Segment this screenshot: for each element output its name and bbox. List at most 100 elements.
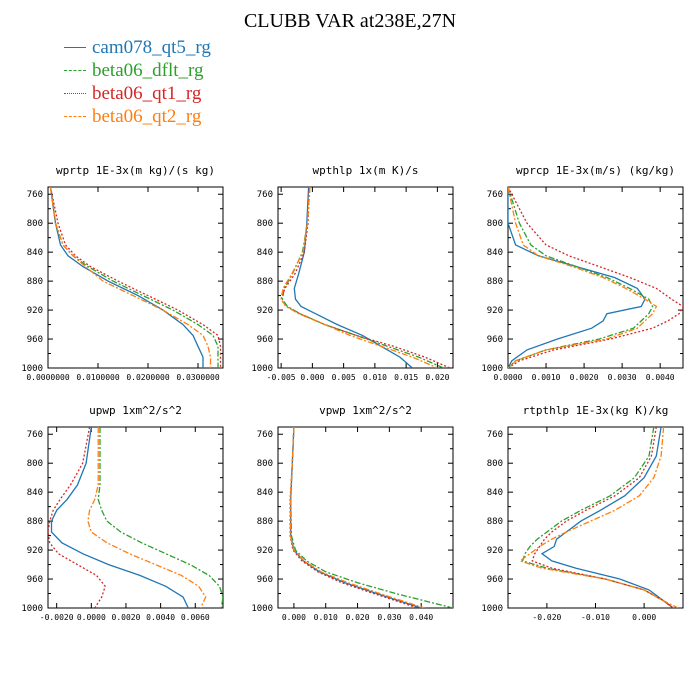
series-line <box>280 187 451 368</box>
plot-frame <box>277 426 454 609</box>
y-tick-label: 960 <box>27 335 43 345</box>
x-tick-label: -0.010 <box>581 613 610 622</box>
y-tick-label: 1000 <box>251 364 273 374</box>
y-tick-label: 840 <box>27 488 43 498</box>
y-tick-label: 760 <box>487 430 503 440</box>
y-tick-label: 960 <box>257 575 273 585</box>
y-tick-label: 960 <box>487 335 503 345</box>
x-tick-label: 0.0060 <box>181 613 210 622</box>
y-tick-label: 760 <box>257 430 273 440</box>
chart-title: wprcp 1E-3x(m/s) (kg/kg) <box>516 164 675 177</box>
y-tick-label: 1000 <box>21 604 43 614</box>
x-tick-label: 0.0000 <box>77 613 106 622</box>
chart-panel: rtpthlp 1E-3x(kg K)/kg 760 800 840 880 920 960… <box>481 404 684 622</box>
x-tick-label: 0.020 <box>425 373 449 382</box>
y-tick-label: 800 <box>27 219 43 229</box>
legend-label: beta06_dflt_rg <box>92 60 204 81</box>
series-line <box>289 427 419 608</box>
y-tick-label: 920 <box>257 306 273 316</box>
x-tick-label: 0.0200000 <box>126 373 170 382</box>
y-tick-label: 920 <box>27 546 43 556</box>
series-line <box>280 187 438 368</box>
legend-line <box>64 93 86 94</box>
y-tick-label: 1000 <box>481 604 503 614</box>
x-tick-label: 0.0030 <box>608 373 637 382</box>
series-line <box>293 187 413 368</box>
chart-title: wprtp 1E-3x(m kg)/(s kg) <box>56 164 215 177</box>
x-tick-label: 0.005 <box>332 373 356 382</box>
x-tick-label: 0.0100000 <box>76 373 120 382</box>
y-tick-label: 800 <box>27 459 43 469</box>
plot-frame <box>507 186 684 369</box>
series-line <box>281 187 444 368</box>
y-tick-label: 920 <box>27 306 43 316</box>
chart-panel: wpthlp 1x(m K)/s 760 800 840 880 920 960 1000-0… <box>251 164 454 382</box>
y-tick-label: 840 <box>257 488 273 498</box>
chart-title: wpthlp 1x(m K)/s <box>313 164 419 177</box>
series-line <box>518 427 679 608</box>
x-tick-label: 0.0000 <box>494 373 523 382</box>
plot-frame <box>47 186 224 369</box>
series-line <box>289 427 425 608</box>
x-tick-label: -0.0020 <box>40 613 74 622</box>
y-tick-label: 760 <box>27 190 43 200</box>
legend-label: beta06_qt2_rg <box>92 106 202 127</box>
series-line <box>290 427 453 608</box>
y-tick-label: 1000 <box>481 364 503 374</box>
series-line <box>540 427 674 608</box>
series-line <box>97 427 223 608</box>
series-line <box>49 187 222 368</box>
figure-title: CLUBB VAR at238E,27N <box>243 10 457 32</box>
y-tick-label: 920 <box>487 546 503 556</box>
x-tick-label: 0.030 <box>377 613 401 622</box>
series-line <box>508 187 683 368</box>
x-tick-label: 0.010 <box>314 613 338 622</box>
x-tick-label: 0.010 <box>363 373 387 382</box>
y-tick-label: 840 <box>27 248 43 258</box>
y-tick-label: 760 <box>487 190 503 200</box>
plot-frame <box>47 426 224 609</box>
legend-line <box>64 116 86 117</box>
series-line <box>87 427 207 608</box>
chart-panel: wprtp 1E-3x(m kg)/(s kg) 760 800 840 880 920 9… <box>21 164 224 382</box>
y-tick-label: 960 <box>257 335 273 345</box>
x-tick-label: -0.020 <box>532 613 561 622</box>
chart-title: rtpthlp 1E-3x(kg K)/kg <box>523 404 669 417</box>
y-tick-label: 880 <box>27 517 43 527</box>
x-tick-label: 0.0040 <box>646 373 675 382</box>
chart-title: vpwp 1xm^2/s^2 <box>319 404 412 417</box>
series-line <box>508 187 658 368</box>
x-tick-label: 0.0040 <box>146 613 175 622</box>
y-tick-label: 760 <box>27 430 43 440</box>
plot-frame <box>277 186 454 369</box>
x-tick-label: 0.020 <box>345 613 369 622</box>
legend-label: beta06_qt1_rg <box>92 83 202 104</box>
y-tick-label: 920 <box>257 546 273 556</box>
series-line <box>49 187 212 368</box>
series-line <box>508 187 646 368</box>
y-tick-label: 840 <box>257 248 273 258</box>
x-tick-label: 0.0020 <box>570 373 599 382</box>
x-tick-label: 0.040 <box>409 613 433 622</box>
y-tick-label: 1000 <box>21 364 43 374</box>
y-tick-label: 800 <box>257 459 273 469</box>
y-tick-label: 960 <box>27 575 43 585</box>
chart-panel: wprcp 1E-3x(m/s) (kg/kg) 760 800 840 880 920 9… <box>481 164 684 382</box>
y-tick-label: 800 <box>487 219 503 229</box>
x-tick-label: 0.0300000 <box>176 373 220 382</box>
series-line <box>49 187 204 368</box>
legend-line <box>64 70 86 71</box>
y-tick-label: 880 <box>487 277 503 287</box>
y-tick-label: 960 <box>487 575 503 585</box>
y-tick-label: 800 <box>487 459 503 469</box>
series-line <box>290 427 422 608</box>
y-tick-label: 760 <box>257 190 273 200</box>
x-tick-label: 0.015 <box>394 373 418 382</box>
y-tick-label: 800 <box>257 219 273 229</box>
y-tick-label: 840 <box>487 248 503 258</box>
x-tick-label: 0.0010 <box>532 373 561 382</box>
series-line <box>48 427 106 608</box>
series-line <box>531 427 674 608</box>
